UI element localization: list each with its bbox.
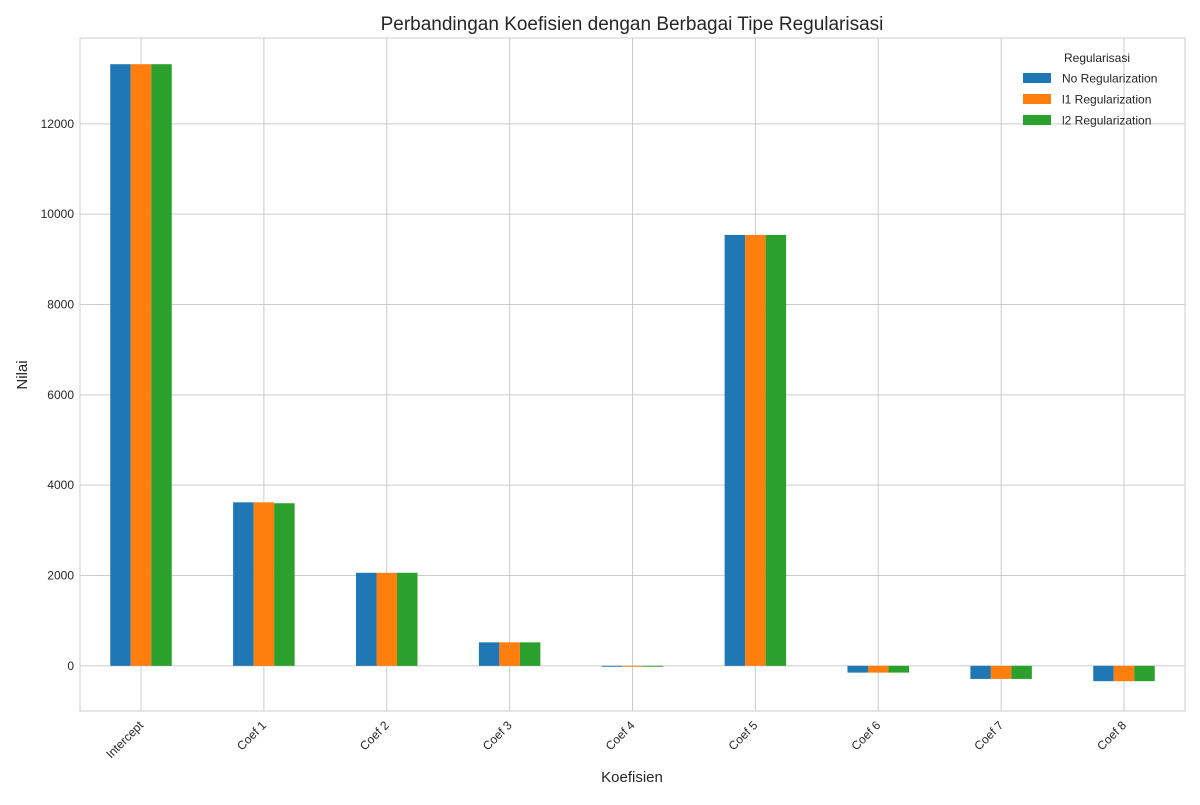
bar — [888, 665, 909, 673]
bar — [1134, 665, 1155, 682]
bar — [499, 642, 520, 666]
legend-label: No Regularization — [1062, 72, 1157, 86]
bars — [110, 64, 1155, 682]
bar — [376, 572, 397, 666]
bar — [765, 234, 787, 666]
y-axis-label: Nilai — [14, 360, 31, 389]
y-tick-label: 6000 — [47, 388, 74, 402]
bar — [110, 64, 131, 666]
bar — [519, 642, 541, 666]
bar — [1093, 665, 1114, 682]
plot-frame — [79, 37, 1186, 712]
y-tick-label: 8000 — [47, 297, 74, 311]
legend-title: Regularisasi — [1064, 51, 1130, 65]
bar — [970, 665, 991, 679]
legend-label: l1 Regularization — [1062, 93, 1151, 107]
y-tick-label: 12000 — [41, 117, 75, 131]
y-tick-label: 2000 — [47, 568, 74, 582]
bar — [847, 665, 868, 673]
y-tick-label: 0 — [67, 659, 74, 673]
bar — [1011, 665, 1032, 679]
bar — [601, 665, 623, 667]
y-tick-label: 4000 — [47, 478, 74, 492]
bar — [724, 234, 746, 666]
chart-title: Perbandingan Koefisien dengan Berbagai T… — [381, 14, 884, 35]
bar — [1113, 665, 1135, 682]
legend-label: l2 Regularization — [1062, 114, 1151, 128]
legend-swatch — [1023, 115, 1051, 125]
bar — [622, 665, 643, 667]
legend-swatch — [1023, 94, 1051, 104]
bar — [745, 234, 766, 666]
bar — [397, 572, 418, 666]
bar — [233, 502, 254, 666]
legend-swatch — [1023, 73, 1051, 83]
bar — [868, 665, 889, 673]
y-tick-label: 10000 — [41, 207, 75, 221]
bar — [642, 665, 664, 667]
bar — [990, 665, 1012, 679]
x-axis-label: Koefisien — [601, 769, 663, 786]
legend: Regularisasi No Regularization l1 Regular… — [1023, 51, 1157, 128]
bar — [151, 64, 172, 666]
bar — [253, 502, 275, 666]
y-ticks: 0 2000 4000 6000 8000 10000 12000 — [41, 117, 75, 673]
bar — [274, 503, 295, 666]
bar — [130, 64, 152, 666]
bar — [478, 642, 500, 666]
bar — [356, 572, 377, 666]
